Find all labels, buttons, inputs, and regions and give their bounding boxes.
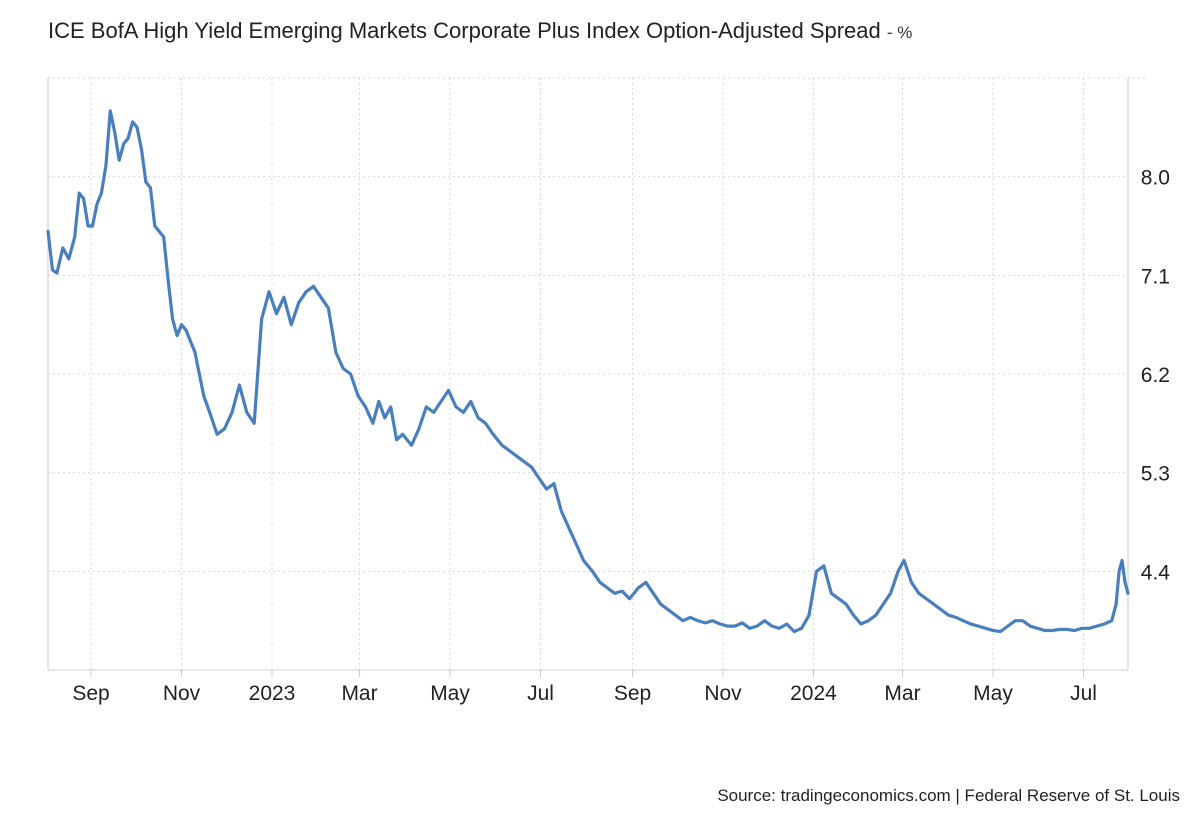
- x-tick-label: Sep: [72, 682, 109, 705]
- x-tick-label: Nov: [704, 682, 742, 705]
- y-tick-label: 5.3: [1141, 463, 1170, 486]
- x-tick-label: May: [430, 682, 470, 705]
- grid: [48, 77, 1148, 670]
- x-tick-label: Mar: [341, 682, 377, 705]
- y-tick-label: 7.1: [1141, 265, 1170, 288]
- chart-unit: - %: [886, 23, 913, 42]
- x-tick-label: Sep: [614, 682, 651, 705]
- axes: [47, 78, 1129, 677]
- chart-title-text: ICE BofA High Yield Emerging Markets Cor…: [48, 18, 881, 43]
- x-tick-label: Jul: [527, 682, 554, 705]
- x-tick-label: Jul: [1070, 682, 1097, 705]
- y-tick-label: 4.4: [1141, 561, 1171, 584]
- tick-labels: 8.0 7.1 6.2 5.3 4.4 Sep Nov 2023 Mar May Jul Sep Nov…: [72, 167, 1170, 705]
- x-tick-label: Mar: [884, 682, 920, 705]
- x-tick-label: 2023: [249, 682, 296, 705]
- series-layer: [46, 109, 1130, 634]
- y-tick-label: 6.2: [1141, 364, 1170, 387]
- chart-title: ICE BofA High Yield Emerging Markets Cor…: [48, 18, 912, 44]
- source-note: Source: tradingeconomics.com | Federal R…: [717, 786, 1180, 805]
- series-line: [46, 109, 1130, 634]
- x-tick-label: Nov: [163, 682, 201, 705]
- y-tick-label: 8.0: [1141, 167, 1170, 190]
- x-tick-label: May: [973, 682, 1013, 705]
- x-tick-label: 2024: [790, 682, 837, 705]
